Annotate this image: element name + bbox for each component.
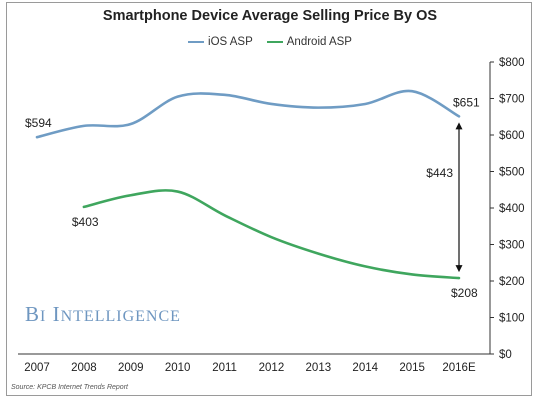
chart-legend: iOS ASP Android ASP <box>0 36 540 48</box>
y-tick-label: $100 <box>499 313 525 325</box>
y-tick-label: $200 <box>499 276 525 288</box>
y-tick-label: $800 <box>499 57 525 69</box>
legend-label-ios: iOS ASP <box>208 36 253 48</box>
data-label: $651 <box>453 95 480 109</box>
bi-intelligence-watermark: BI INTELLIGENCE <box>25 302 181 326</box>
x-tick-label: 2016E <box>442 362 476 374</box>
series-line-android <box>82 189 461 280</box>
difference-arrowhead-top <box>455 122 463 130</box>
x-tick-label: 2010 <box>165 362 191 374</box>
legend-item-ios: iOS ASP <box>188 36 253 48</box>
x-tick-label: 2011 <box>212 362 237 374</box>
y-tick-label: $400 <box>499 203 525 215</box>
legend-swatch-ios <box>188 41 205 43</box>
data-label: $208 <box>451 286 478 300</box>
y-tick-label: $300 <box>499 240 525 252</box>
series-line-ios <box>35 89 461 139</box>
x-tick-label: 2013 <box>306 362 332 374</box>
source-note: Source: KPCB Internet Trends Report <box>11 384 128 391</box>
legend-swatch-android <box>266 41 283 43</box>
x-tick-label: 2008 <box>71 362 97 374</box>
difference-label: $443 <box>426 166 453 180</box>
data-label: $403 <box>72 215 99 229</box>
x-tick-label: 2015 <box>399 362 425 374</box>
legend-item-android: Android ASP <box>266 36 352 48</box>
y-tick-label: $700 <box>499 94 525 106</box>
y-tick-label: $500 <box>499 167 525 179</box>
y-tick-label: $600 <box>499 130 525 142</box>
legend-label-android: Android ASP <box>286 36 352 48</box>
data-label: $594 <box>25 116 52 130</box>
chart-frame <box>6 2 532 396</box>
x-tick-label: 2012 <box>259 362 285 374</box>
difference-arrowhead-bottom <box>455 265 463 273</box>
x-tick-label: 2007 <box>24 362 50 374</box>
x-tick-label: 2014 <box>352 362 378 374</box>
x-tick-label: 2009 <box>118 362 144 374</box>
chart-title: Smartphone Device Average Selling Price … <box>102 8 438 24</box>
y-tick-label: $0 <box>499 349 512 361</box>
